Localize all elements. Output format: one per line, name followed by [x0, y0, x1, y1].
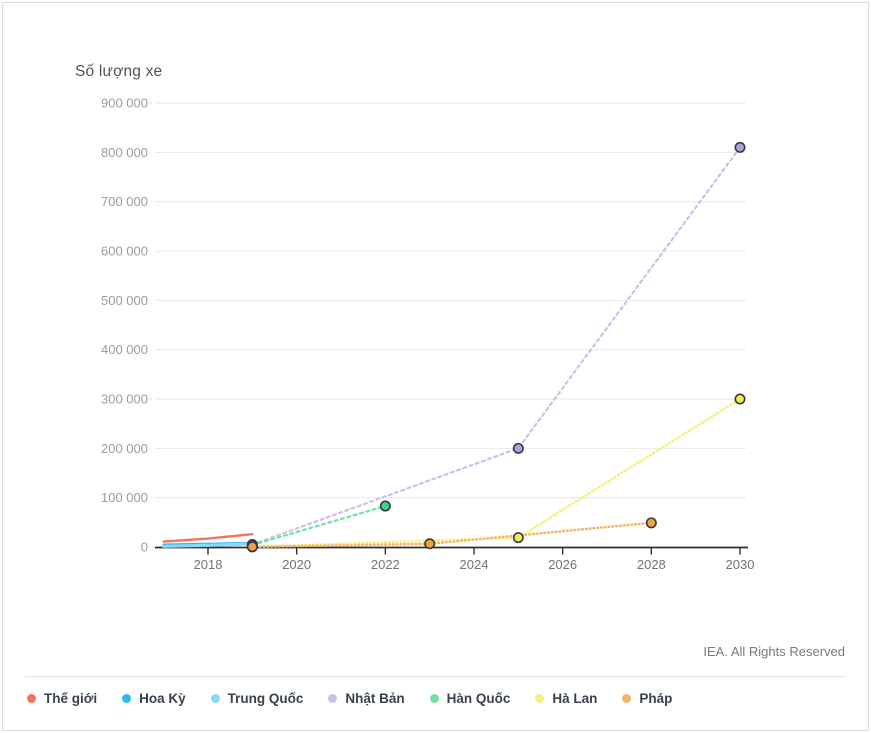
chart-legend: Thế giới Hoa Kỳ Trung Quốc Nhật Bản Hàn Quốc… [27, 691, 672, 706]
legend-item[interactable]: Pháp [622, 691, 672, 706]
x-tick-label: 2030 [726, 557, 755, 572]
legend-item[interactable]: Hoa Kỳ [122, 691, 186, 706]
data-point[interactable] [645, 517, 657, 529]
x-tick-label: 2024 [460, 557, 489, 572]
y-tick-label: 100 000 [101, 490, 148, 505]
legend-dot-icon [27, 694, 36, 703]
y-tick-label: 700 000 [101, 194, 148, 209]
legend-dot-icon [122, 694, 132, 703]
series-line [251, 146, 742, 546]
data-point[interactable] [512, 442, 524, 454]
legend-label: Thế giới [44, 691, 98, 706]
chart-title: Số lượng xe [75, 63, 163, 80]
legend-separator [25, 676, 845, 677]
legend-label: Hàn Quốc [446, 691, 511, 706]
y-tick-label: 300 000 [101, 392, 148, 407]
y-tick-label: 400 000 [101, 342, 148, 357]
legend-item[interactable]: Thế giới [27, 691, 97, 706]
data-point[interactable] [512, 532, 524, 544]
x-tick-label: 2018 [194, 557, 223, 572]
series-line [162, 542, 254, 548]
legend-label: Hoa Kỳ [139, 691, 186, 706]
y-tick-label: 800 000 [101, 145, 148, 160]
legend-label: Nhật Bản [345, 691, 405, 706]
x-tick-label: 2020 [282, 557, 311, 572]
legend-dot-icon [328, 694, 338, 703]
legend-label: Hà Lan [552, 691, 598, 706]
source-attribution: IEA. All Rights Reserved [703, 644, 845, 659]
x-tick-label: 2028 [637, 557, 666, 572]
data-point[interactable] [246, 541, 258, 553]
legend-dot-icon [210, 694, 220, 703]
legend-label: Pháp [639, 691, 673, 706]
series-line [251, 397, 742, 549]
series-line [251, 505, 387, 547]
data-point[interactable] [424, 538, 436, 550]
data-point[interactable] [734, 141, 746, 153]
y-tick-label: 200 000 [101, 441, 148, 456]
data-point[interactable] [734, 393, 746, 405]
x-tick-label: 2026 [548, 557, 577, 572]
y-tick-label: 600 000 [101, 244, 148, 259]
y-tick-label: 500 000 [101, 293, 148, 308]
legend-dot-icon [535, 694, 545, 703]
y-tick-label: 900 000 [101, 96, 148, 111]
legend-item[interactable]: Nhật Bản [328, 691, 405, 706]
y-tick-label: 0 [141, 540, 148, 555]
legend-item[interactable]: Hà Lan [535, 691, 597, 706]
legend-dot-icon [429, 694, 439, 703]
series-line [162, 533, 254, 543]
legend-item[interactable]: Hàn Quốc [429, 691, 511, 706]
data-point[interactable] [379, 500, 391, 512]
legend-label: Trung Quốc [227, 691, 304, 706]
legend-dot-icon [622, 694, 632, 703]
legend-item[interactable]: Trung Quốc [210, 691, 304, 706]
line-chart: 0 100 000 200 000 300 000 400 000 500 000 600 … [101, 96, 755, 572]
x-tick-label: 2022 [371, 557, 400, 572]
